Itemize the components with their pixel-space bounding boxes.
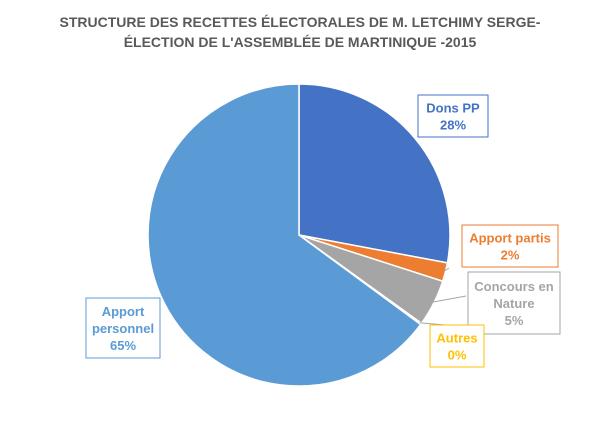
- data-label-name: Concours en: [474, 279, 554, 294]
- data-label-name: Autres: [436, 331, 477, 346]
- leader-line: [443, 267, 450, 273]
- leader-line: [431, 295, 467, 303]
- data-label-value: 5%: [505, 313, 524, 328]
- data-label-value: 28%: [440, 118, 466, 133]
- data-label-name: personnel: [92, 321, 154, 336]
- data-label-box: [417, 94, 489, 138]
- data-label-name: Dons PP: [426, 101, 480, 116]
- data-label-name: Apport: [102, 304, 145, 319]
- data-label-box: [429, 324, 485, 368]
- data-label-value: 65%: [110, 338, 136, 353]
- data-label-value: 2%: [501, 248, 520, 263]
- data-label-box: [461, 224, 559, 268]
- data-label-box: [85, 297, 161, 359]
- pie-slice-apport-personnel: [147, 83, 422, 387]
- data-label-value: 0%: [448, 348, 467, 363]
- chart-title-line-1: STRUCTURE DES RECETTES ÉLECTORALES DE M.…: [59, 14, 541, 30]
- data-label-name: Nature: [493, 296, 534, 311]
- pie-slices: [147, 83, 451, 387]
- chart-title: STRUCTURE DES RECETTES ÉLECTORALES DE M.…: [40, 12, 560, 52]
- data-label-box: [467, 271, 561, 335]
- data-labels: Dons PP 28% Apport partis 2% Concours en Natu…: [85, 94, 561, 368]
- pie-slice-dons-pp: [298, 83, 451, 264]
- chart-title-line-2: ÉLECTION DE L'ASSEMBLÉE DE MARTINIQUE -2…: [123, 34, 477, 50]
- data-label-name: Apport partis: [469, 231, 551, 246]
